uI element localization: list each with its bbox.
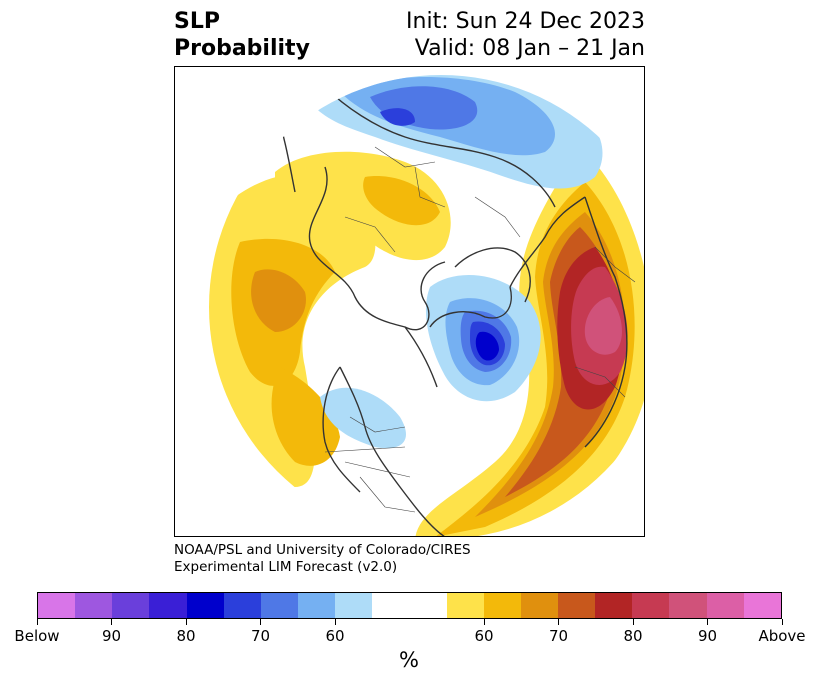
map-title: SLP Probability <box>174 8 310 62</box>
colorbar-tick-label: Above <box>758 627 806 645</box>
variable-label: SLP <box>174 9 220 34</box>
colorbar-tick-label: 80 <box>623 627 643 645</box>
colorbar-tick <box>36 619 38 625</box>
colorbar-tick-label: 70 <box>548 627 569 645</box>
colorbar-tick <box>781 619 783 625</box>
colorbar-segment <box>409 593 447 618</box>
colorbar-segment <box>595 593 633 618</box>
colorbar-tick <box>558 619 559 625</box>
forecast-dates: Init: Sun 24 Dec 2023 Valid: 08 Jan – 21… <box>406 8 645 62</box>
colorbar-tick <box>260 619 261 625</box>
colorbar-segment <box>297 593 336 618</box>
colorbar-tick <box>185 619 187 625</box>
colorbar-segment <box>75 593 113 618</box>
colorbar-segment <box>112 593 150 618</box>
colorbar-segment <box>260 593 298 618</box>
init-date-label: Init: Sun 24 Dec 2023 <box>406 9 645 34</box>
valid-date-label: Valid: 08 Jan – 21 Jan <box>414 36 645 61</box>
polar-stereographic-map <box>174 66 645 537</box>
colorbar-segment <box>632 593 670 618</box>
colorbar-segment <box>520 593 558 618</box>
colorbar-tick-label: 60 <box>474 627 494 645</box>
credit-text: NOAA/PSL and University of Colorado/CIRE… <box>174 542 471 576</box>
colorbar-segment <box>446 593 484 618</box>
colorbar-segment <box>743 593 781 618</box>
colorbar-segment <box>483 593 521 618</box>
colorbar-tick-label: 80 <box>176 627 196 645</box>
colorbar-tick-label: 60 <box>325 627 345 645</box>
credit-line-2: Experimental LIM Forecast (v2.0) <box>174 559 398 575</box>
colorbar-tick-label: 70 <box>250 627 271 645</box>
probability-field <box>209 75 644 536</box>
product-label: Probability <box>174 36 310 61</box>
colorbar-segment <box>38 593 76 618</box>
colorbar-segment <box>669 593 707 618</box>
colorbar-segment <box>223 593 261 618</box>
colorbar-tick-label: 90 <box>101 627 122 645</box>
colorbar-tick <box>111 619 112 625</box>
colorbar-unit-label: % <box>399 648 419 672</box>
below-normal-shading <box>305 75 603 449</box>
colorbar-segment <box>149 593 187 618</box>
above-normal-shading <box>209 147 644 536</box>
colorbar-segment <box>557 593 596 618</box>
political-borders <box>324 146 636 513</box>
probability-colorbar <box>37 592 782 619</box>
colorbar-segment <box>372 593 410 618</box>
colorbar-tick <box>483 619 485 625</box>
colorbar-tick <box>334 619 336 625</box>
colorbar-tick <box>707 619 708 625</box>
map-svg <box>209 75 644 536</box>
colorbar-tick-label: Below <box>14 627 60 645</box>
colorbar-tick-label: 90 <box>697 627 718 645</box>
colorbar-segment <box>335 593 373 618</box>
colorbar-segment <box>706 593 744 618</box>
credit-line-1: NOAA/PSL and University of Colorado/CIRE… <box>174 542 471 558</box>
colorbar-segment <box>186 593 224 618</box>
colorbar-tick <box>632 619 634 625</box>
